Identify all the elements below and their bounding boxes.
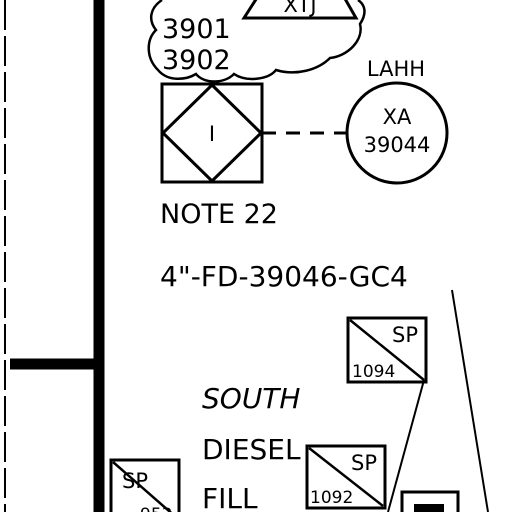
alarm-bubble — [345, 81, 449, 185]
cloud-text-1: 3901 — [162, 14, 231, 45]
partial-box-mark — [414, 504, 444, 512]
top-triangle — [241, 0, 359, 20]
top-triangle-label: XTJ — [283, 0, 316, 17]
interlock-symbol: I — [209, 122, 215, 146]
spec-break-953: SP 953 — [109, 458, 181, 512]
area-text-south: SOUTH — [202, 382, 300, 415]
spec-leader-1094 — [387, 379, 425, 512]
spec-number: 1094 — [352, 362, 395, 382]
spec-code: SP — [122, 469, 148, 493]
note-label: NOTE 22 — [160, 199, 278, 230]
pipe-leader-line — [451, 289, 489, 512]
spec-code: SP — [351, 451, 377, 475]
spec-number: 1092 — [310, 488, 353, 508]
area-text-diesel: DIESEL — [202, 433, 301, 466]
interlock-diamond — [160, 82, 264, 184]
spec-break-1094: SP 1094 — [346, 316, 428, 384]
spec-code: SP — [392, 323, 418, 347]
spec-number: 953 — [140, 505, 172, 512]
alarm-function: XA — [383, 105, 412, 129]
partial-box — [400, 490, 460, 512]
revision-cloud — [147, 0, 366, 83]
area-text-fill: FILL — [202, 482, 258, 512]
pipe-label: 4"-FD-39046-GC4 — [160, 260, 408, 293]
cloud-text-2: 3902 — [162, 45, 231, 76]
alarm-tag: LAHH — [367, 57, 425, 81]
alarm-number: 39044 — [364, 133, 431, 157]
spec-break-1092: SP 1092 — [305, 444, 387, 510]
